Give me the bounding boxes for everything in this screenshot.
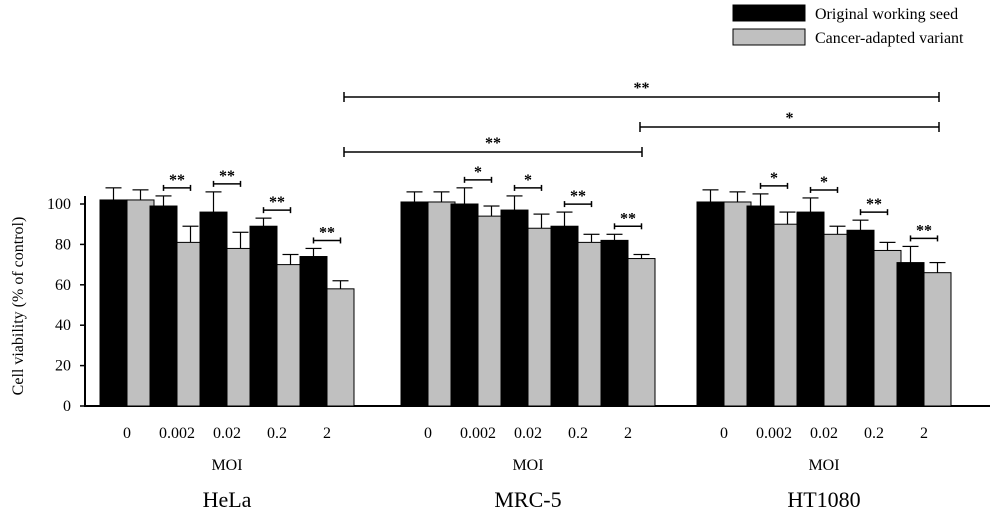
x-tick-label-ht1080-4: 2 [920,425,928,442]
x-tick-label-mrc-5-1: 0.002 [460,425,496,442]
bar-hela-original-2 [199,211,228,407]
x-tick-label-ht1080-0: 0 [720,425,728,442]
bar-hela-original-4 [299,256,328,407]
legend-label-original: Original working seed [815,6,958,23]
bar-mrc-5-original-0 [400,201,429,407]
x-tick-label-mrc-5-3: 0.2 [568,425,588,442]
x-tick-label-ht1080-3: 0.2 [864,425,884,442]
bar-ht1080-original-4 [896,262,925,407]
cell-line-label-ht1080: HT1080 [787,487,860,512]
bar-ht1080-variant-4 [923,272,952,407]
bar-hela-variant-4 [326,288,355,407]
y-tick-label-40: 40 [55,317,71,334]
y-tick-label-0: 0 [63,398,71,415]
bar-ht1080-original-2 [796,211,825,407]
sig-label-hela-3: ** [269,194,285,211]
moi-label-mrc-5: MOI [512,457,543,474]
sig-label-hela-2: ** [219,168,235,185]
x-tick-label-hela-1: 0.002 [159,425,195,442]
bar-hela-original-3 [249,225,278,407]
sig-label-mrc-5-3: ** [570,188,586,205]
bar-ht1080-original-0 [696,201,725,407]
moi-label-ht1080: MOI [808,457,839,474]
y-tick-label-100: 100 [47,196,71,213]
cell-line-label-mrc-5: MRC-5 [494,487,561,512]
y-tick-label-80: 80 [55,236,71,253]
sig-label-ht1080-3: ** [866,196,882,213]
bar-mrc-5-original-3 [550,225,579,407]
legend-label-variant: Cancer-adapted variant [815,30,964,47]
x-tick-label-hela-4: 2 [323,425,331,442]
y-axis-label: Cell viability (% of control) [10,217,27,396]
legend-swatch-variant [732,28,806,46]
bar-hela-original-1 [149,205,178,407]
legend-swatch-original [732,4,806,22]
y-tick-label-60: 60 [55,277,71,294]
x-tick-label-hela-2: 0.02 [213,425,241,442]
x-tick-label-mrc-5-2: 0.02 [514,425,542,442]
bar-mrc-5-variant-4 [627,258,656,407]
sig-label-ht1080-1: * [770,170,778,187]
sig-label-mrc-5-4: ** [620,210,636,227]
x-tick-label-mrc-5-0: 0 [424,425,432,442]
bar-ht1080-original-1 [746,205,775,407]
x-tick-label-mrc-5-4: 2 [624,425,632,442]
sig-label-hela-1: ** [169,172,185,189]
y-tick-label-20: 20 [55,358,71,375]
legend: Original working seed Cancer-adapted var… [732,4,964,47]
x-tick-label-hela-3: 0.2 [267,425,287,442]
bar-hela-original-0 [99,199,128,407]
x-tick-label-ht1080-1: 0.002 [756,425,792,442]
sig-label-ht1080-2: * [820,174,828,191]
bar-mrc-5-original-2 [500,209,529,407]
sig-label-mrc-5-1: * [474,164,482,181]
bar-mrc-5-original-1 [450,203,479,407]
cell-line-label-hela: HeLa [203,487,252,512]
comparison-label-2: ** [485,135,501,152]
comparison-label-0: ** [634,80,650,97]
moi-label-hela: MOI [211,457,242,474]
x-tick-label-ht1080-2: 0.02 [810,425,838,442]
x-tick-label-hela-0: 0 [123,425,131,442]
sig-label-ht1080-4: ** [916,222,932,239]
sig-label-hela-4: ** [319,224,335,241]
sig-label-mrc-5-2: * [524,172,532,189]
comparison-label-1: * [786,110,794,127]
bar-mrc-5-original-4 [600,239,629,407]
bar-ht1080-original-3 [846,229,875,407]
